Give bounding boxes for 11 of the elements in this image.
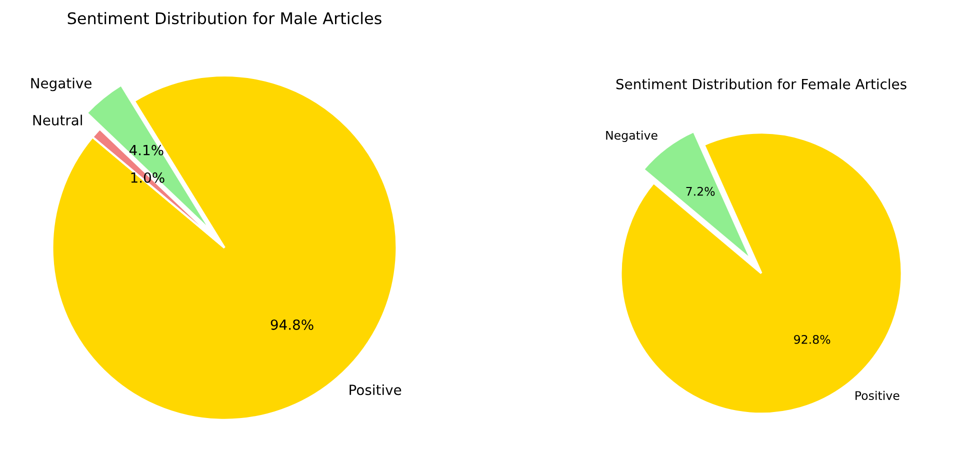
chart-title: Sentiment Distribution for Female Articles — [616, 78, 906, 90]
slice-label: Negative — [606, 130, 658, 142]
data-label: 92.8% — [794, 334, 830, 344]
data-label: 4.1% — [129, 144, 164, 156]
data-label: 7.2% — [686, 186, 715, 196]
slice-label: Positive — [856, 390, 900, 400]
slice-label: Neutral — [33, 114, 82, 126]
chart-title: Sentiment Distribution for Male Articles — [68, 12, 382, 24]
data-label: 94.8% — [270, 319, 314, 330]
slice-label: Negative — [31, 78, 92, 92]
slice-label: Positive — [350, 384, 402, 396]
